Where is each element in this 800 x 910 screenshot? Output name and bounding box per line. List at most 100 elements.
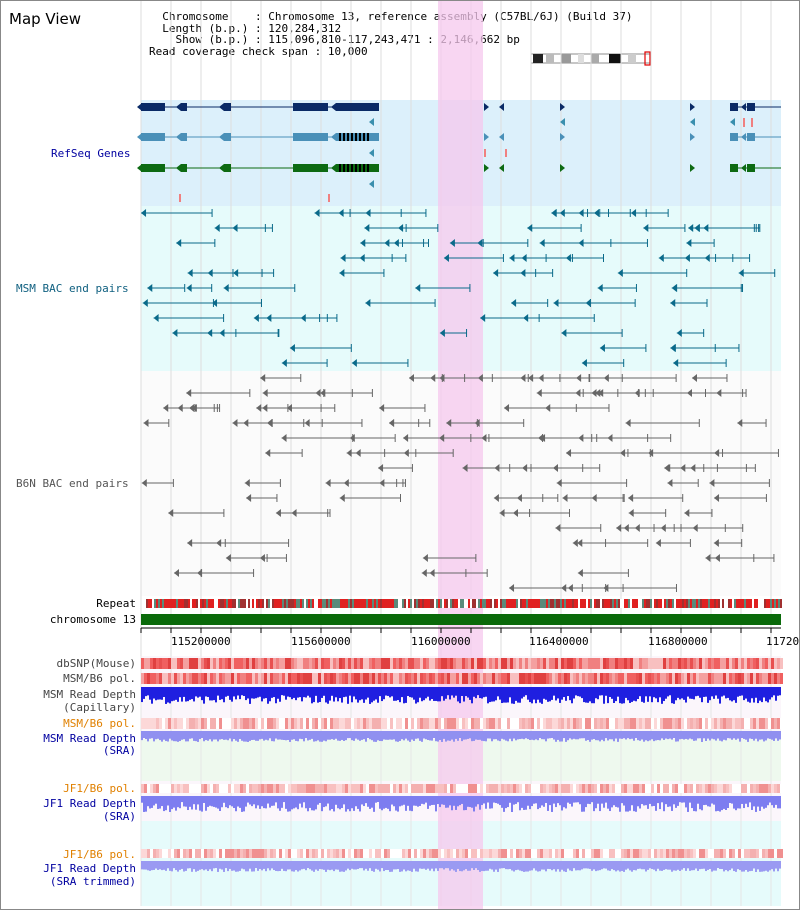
depth-bar (715, 861, 717, 871)
depth-bar (777, 687, 779, 696)
label-chromosome[interactable]: chromosome 13 (49, 613, 136, 626)
label-refseq[interactable]: RefSeq Genes (51, 147, 131, 160)
heat-cell (585, 658, 588, 669)
heat-cell (402, 658, 405, 669)
heat-cell (405, 658, 408, 669)
depth-bar (393, 731, 395, 740)
heat-cell (330, 718, 333, 729)
depth-bar (769, 687, 771, 700)
b6n-bac-pairs[interactable] (141, 374, 779, 592)
heat-cell (339, 673, 342, 684)
repeat-element (688, 599, 690, 608)
repeat-element (174, 599, 176, 608)
depth-bar (475, 687, 477, 699)
heat-cell (306, 673, 309, 684)
heat-cell (378, 784, 381, 793)
heat-cell (324, 784, 327, 793)
depth-bar (709, 861, 711, 869)
depth-bar (151, 861, 153, 871)
repeat-element (750, 599, 752, 608)
gene-arrow (690, 118, 695, 126)
depth-bar (769, 861, 771, 871)
depth-bar (185, 861, 187, 871)
bac-end (389, 419, 395, 427)
gene-exon (141, 164, 165, 172)
depth-bar (563, 731, 565, 739)
label-repeat[interactable]: Repeat (96, 597, 136, 610)
heat-cell (606, 849, 609, 858)
heat-cell (402, 673, 405, 684)
heat-cell (588, 849, 591, 858)
gene-arrow (741, 133, 746, 141)
depth-bar (327, 796, 329, 804)
label-msm-b6-pol[interactable]: MSM/B6 pol. (63, 672, 136, 685)
heat-cell (336, 658, 339, 669)
depth-bar (389, 731, 391, 740)
label-dbsnp[interactable]: dbSNP(Mouse) (56, 657, 136, 670)
repeat-element (618, 599, 620, 608)
depth-bar (387, 861, 389, 871)
refseq-genes[interactable] (137, 103, 781, 202)
depth-bar (515, 861, 517, 871)
depth-bar (531, 796, 533, 807)
label-b6n-bac[interactable]: B6N BAC end pairs (16, 477, 129, 490)
gene-arrow (137, 164, 142, 172)
heat-cell (330, 673, 333, 684)
repeat-element (600, 599, 602, 608)
depth-bar (575, 687, 577, 696)
heat-cell (414, 849, 417, 858)
repeat-element (730, 599, 732, 608)
depth-bar (263, 731, 265, 741)
heat-cell (654, 658, 657, 669)
depth-bar (249, 796, 251, 805)
info-panel: Chromosome : Chromosome 13, reference as… (149, 11, 632, 57)
highlight-region[interactable] (438, 1, 483, 910)
bac-end (493, 494, 499, 502)
bac-end (340, 254, 346, 262)
depth-bar (657, 731, 659, 741)
depth-bar (247, 731, 249, 742)
depth-bar (365, 687, 367, 700)
depth-bar (161, 731, 163, 742)
label-msm-depth-cap[interactable]: MSM Read Depth (43, 688, 136, 701)
depth-bar (241, 861, 243, 869)
label-jf1-b6-pol-2[interactable]: JF1/B6 pol. (63, 848, 136, 861)
heat-cell (300, 658, 303, 669)
heat-cell (288, 849, 291, 858)
repeat-track[interactable] (146, 599, 782, 608)
label-jf1-depth[interactable]: JF1 Read Depth (43, 797, 136, 810)
heat-tracks[interactable] (141, 658, 783, 872)
heat-cell (492, 673, 495, 684)
label-jf1-b6-pol[interactable]: JF1/B6 pol. (63, 782, 136, 795)
label-msm-bac[interactable]: MSM BAC end pairs (16, 282, 129, 295)
depth-bar (325, 796, 327, 807)
label-jf1-trim[interactable]: JF1 Read Depth (43, 862, 136, 875)
chromosome-bar[interactable] (141, 614, 781, 625)
depth-bar (287, 796, 289, 812)
depth-bar (489, 796, 491, 809)
label-msm-b6-pol-sra[interactable]: MSM/B6 pol. (63, 717, 136, 730)
depth-bar (759, 731, 761, 740)
bac-end (398, 224, 404, 232)
heat-cell (426, 849, 429, 858)
heat-cell (777, 673, 780, 684)
heat-cell (456, 718, 459, 729)
heat-cell (687, 784, 690, 793)
depth-bar (183, 796, 185, 807)
depth-bar (507, 796, 509, 808)
depth-bar (423, 861, 425, 869)
depth-bar (345, 687, 347, 697)
label-msm-depth-sra[interactable]: MSM Read Depth (43, 732, 136, 745)
heat-cell (414, 784, 417, 793)
msm-bac-pairs[interactable] (141, 209, 776, 367)
depth-bar (191, 731, 193, 739)
depth-bar (309, 731, 311, 740)
heat-cell (600, 784, 603, 793)
heat-cell (537, 849, 540, 858)
depth-bar (265, 861, 267, 872)
depth-bar (707, 861, 709, 870)
repeat-element (656, 599, 658, 608)
depth-bar (513, 687, 515, 704)
heat-cell (141, 718, 144, 729)
